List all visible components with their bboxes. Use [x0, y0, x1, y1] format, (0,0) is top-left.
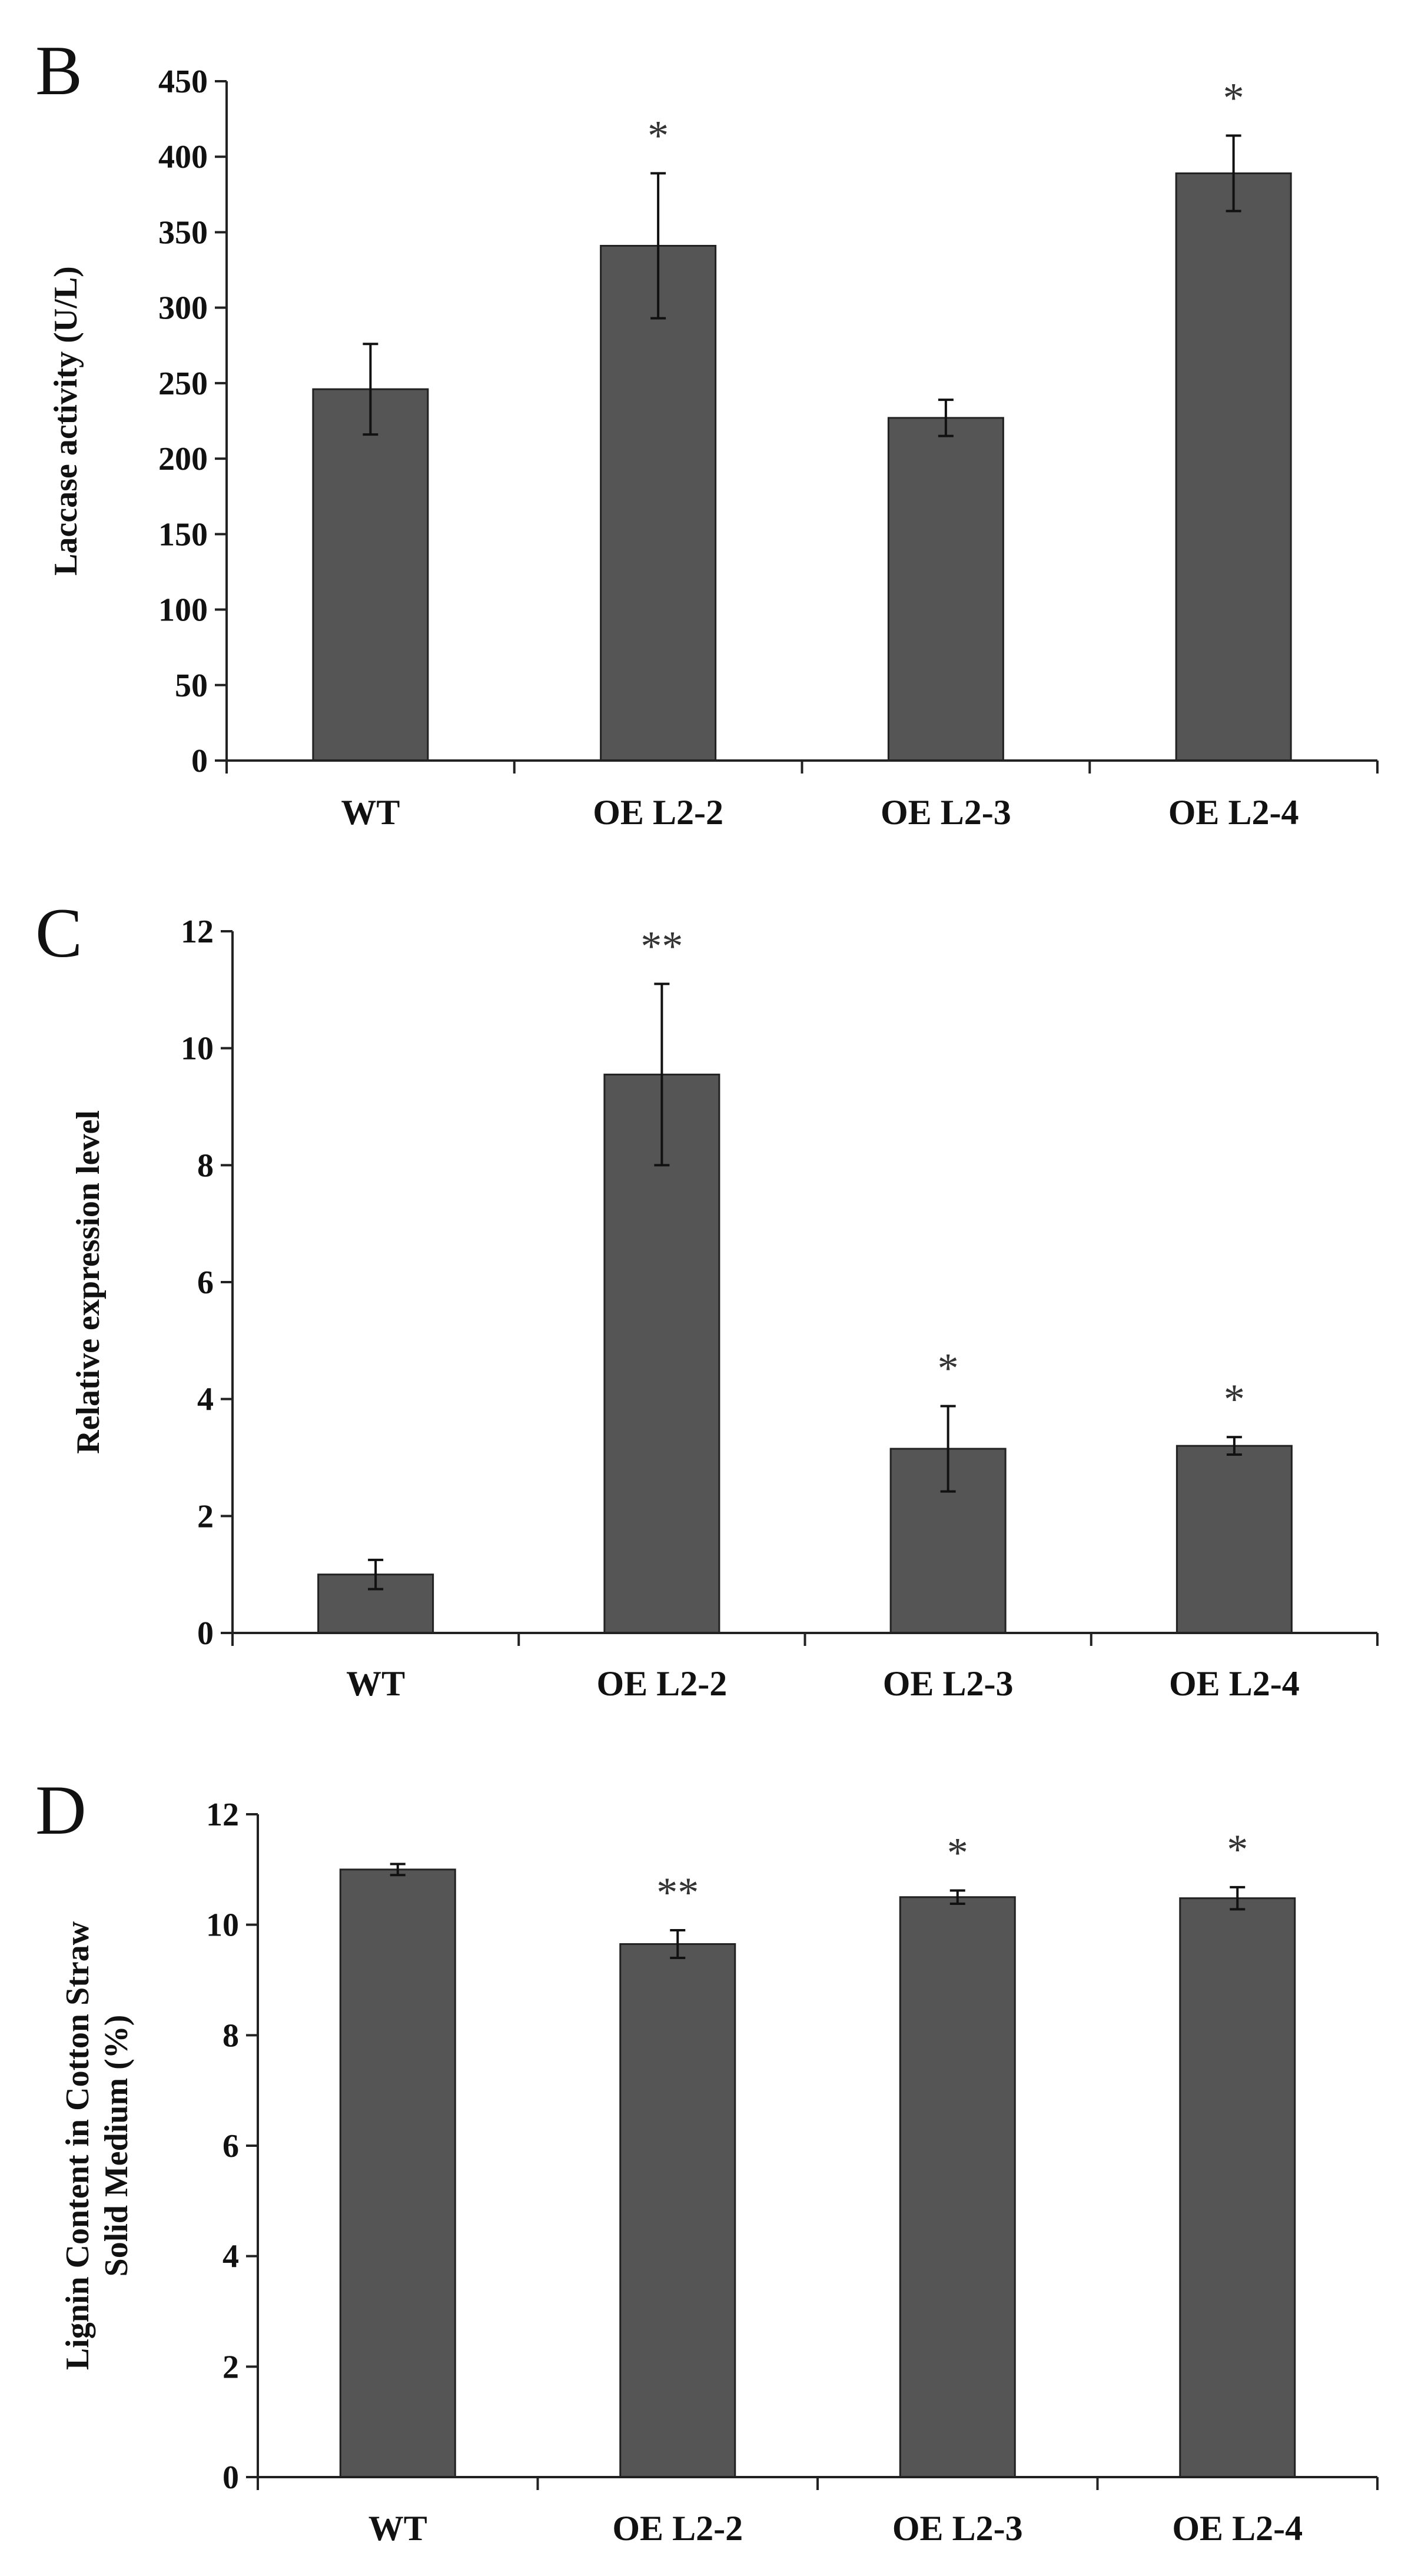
x-tick-label: OE L2-3 — [892, 2509, 1023, 2548]
y-tick-label: 10 — [181, 1031, 214, 1067]
x-tick-label: WT — [346, 1664, 405, 1703]
y-tick-label: 400 — [158, 139, 208, 175]
y-tick-label: 300 — [158, 290, 208, 327]
x-tick-label: OE L2-4 — [1172, 2509, 1303, 2548]
x-tick-label: OE L2-2 — [597, 1664, 728, 1703]
y-tick-label: 0 — [197, 1615, 214, 1652]
bar — [600, 245, 717, 762]
x-tick-label: WT — [341, 793, 400, 832]
x-tick-label: OE L2-4 — [1169, 1664, 1300, 1703]
y-tick-label: 4 — [197, 1382, 214, 1418]
y-axis-label-group: Lignin Content in Cotton Straw Solid Medi… — [59, 1921, 135, 2370]
y-tick-label: 6 — [197, 1264, 214, 1301]
chart-panel-d: D Lignin Content in Cotton Straw Solid Med… — [35, 1771, 1379, 2548]
significance-marker: * — [647, 112, 669, 159]
significance-marker: ** — [640, 922, 683, 970]
y-tick-label: 12 — [181, 914, 214, 950]
y-tick-label: 450 — [158, 64, 208, 100]
y-tick-label: 12 — [206, 1797, 239, 1833]
y-tick-label: 10 — [206, 1907, 239, 1944]
panels: B Laccase activity (U/L) WT * OE L2-2 OE L2-3… — [35, 31, 1379, 2548]
significance-marker: * — [1224, 1376, 1245, 1423]
panel-letter: B — [35, 31, 82, 109]
y-tick-label: 50 — [175, 668, 208, 704]
bar — [887, 417, 1004, 762]
y-tick-label: 100 — [158, 592, 208, 629]
y-axis-label: Relative expression level — [70, 1110, 107, 1454]
x-tick-label: OE L2-2 — [612, 2509, 743, 2548]
y-axis-label: Lignin Content in Cotton Straw — [59, 1921, 96, 2370]
bar — [899, 1896, 1016, 2478]
y-axis-label: Laccase activity (U/L) — [48, 266, 84, 576]
bar — [619, 1943, 736, 2478]
y-axis-label-group: Relative expression level — [70, 1110, 107, 1454]
bar — [1179, 1897, 1296, 2478]
y-tick-label: 8 — [223, 2017, 239, 2054]
significance-marker: * — [938, 1345, 959, 1392]
panel-letter: C — [35, 894, 82, 972]
y-tick-label: 2 — [223, 2349, 239, 2385]
y-tick-label: 6 — [223, 2128, 239, 2165]
y-tick-label: 4 — [223, 2239, 239, 2275]
bar — [1175, 1445, 1293, 1634]
y-tick-label: 2 — [197, 1498, 214, 1535]
y-axis-label-group: Laccase activity (U/L) — [48, 266, 84, 576]
significance-marker: ** — [656, 1869, 699, 1916]
y-tick-label: 0 — [223, 2459, 239, 2496]
significance-marker: * — [1227, 1826, 1248, 1873]
x-tick-label: WT — [368, 2509, 427, 2548]
y-tick-label: 200 — [158, 441, 208, 477]
bar — [339, 1868, 456, 2478]
chart-panel-c: C Relative expression level WT ** OE L2-2 * OE… — [35, 894, 1379, 1703]
significance-marker: * — [947, 1829, 968, 1876]
y-tick-label: 0 — [191, 743, 208, 779]
panel-letter: D — [35, 1771, 87, 1849]
bar — [1175, 172, 1292, 762]
significance-marker: * — [1223, 74, 1244, 121]
y-axis-label-line-2: Solid Medium (%) — [98, 2015, 135, 2277]
x-tick-label: OE L2-3 — [883, 1664, 1014, 1703]
bar — [312, 388, 429, 762]
chart-panel-b: B Laccase activity (U/L) WT * OE L2-2 OE L2-3… — [35, 31, 1379, 832]
x-tick-label: OE L2-4 — [1168, 793, 1299, 832]
y-tick-label: 150 — [158, 516, 208, 553]
y-tick-label: 350 — [158, 214, 208, 251]
y-tick-label: 250 — [158, 366, 208, 402]
x-tick-label: OE L2-3 — [881, 793, 1011, 832]
x-tick-label: OE L2-2 — [593, 793, 723, 832]
y-tick-label: 8 — [197, 1147, 214, 1184]
